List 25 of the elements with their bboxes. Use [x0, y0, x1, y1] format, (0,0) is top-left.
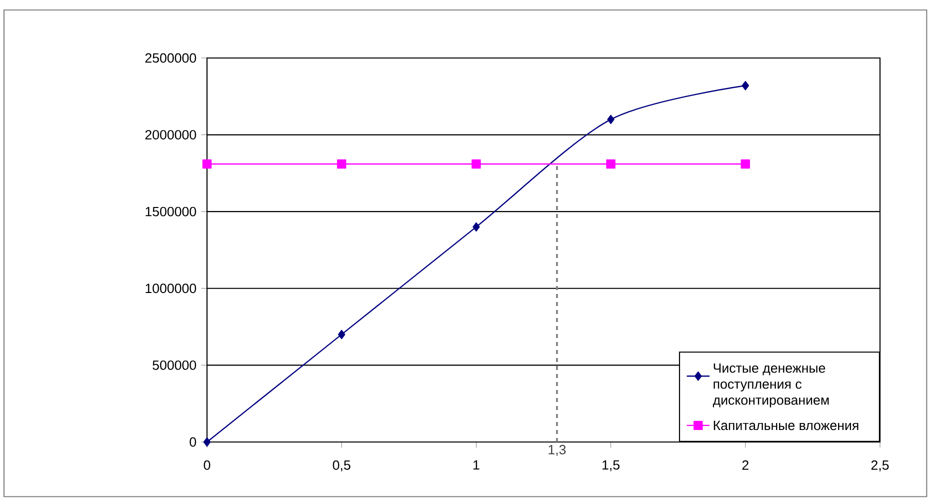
x-tick-label: 0,5	[332, 460, 350, 472]
point	[202, 159, 212, 169]
point	[338, 330, 346, 340]
y-tick-label: 2000000	[145, 130, 196, 140]
x-tick-label: 1	[474, 460, 480, 470]
point	[607, 114, 614, 124]
y-tick-label: 2500000	[145, 53, 196, 63]
point	[472, 222, 480, 232]
point	[472, 159, 481, 169]
ref-line-label: 1,3	[548, 444, 566, 456]
point	[337, 159, 346, 169]
legend-label: Чистые денежные поступления с дисконтированием	[712, 363, 829, 408]
x-tick-label: 2,5	[871, 460, 889, 472]
y-tick-label: 0	[190, 437, 196, 447]
y-tick-label: 1500000	[146, 206, 196, 216]
point	[742, 81, 749, 90]
point	[203, 437, 211, 447]
x-tick-label: 0	[204, 460, 210, 470]
point	[606, 159, 616, 169]
x-tick-label: 2	[742, 460, 748, 470]
y-tick-label: 500000	[152, 360, 196, 370]
y-tick-label: 1000000	[146, 284, 196, 294]
x-tick-label: 1,5	[602, 460, 620, 472]
legend-label: Капитальные вложения	[714, 420, 858, 430]
point	[740, 159, 750, 169]
